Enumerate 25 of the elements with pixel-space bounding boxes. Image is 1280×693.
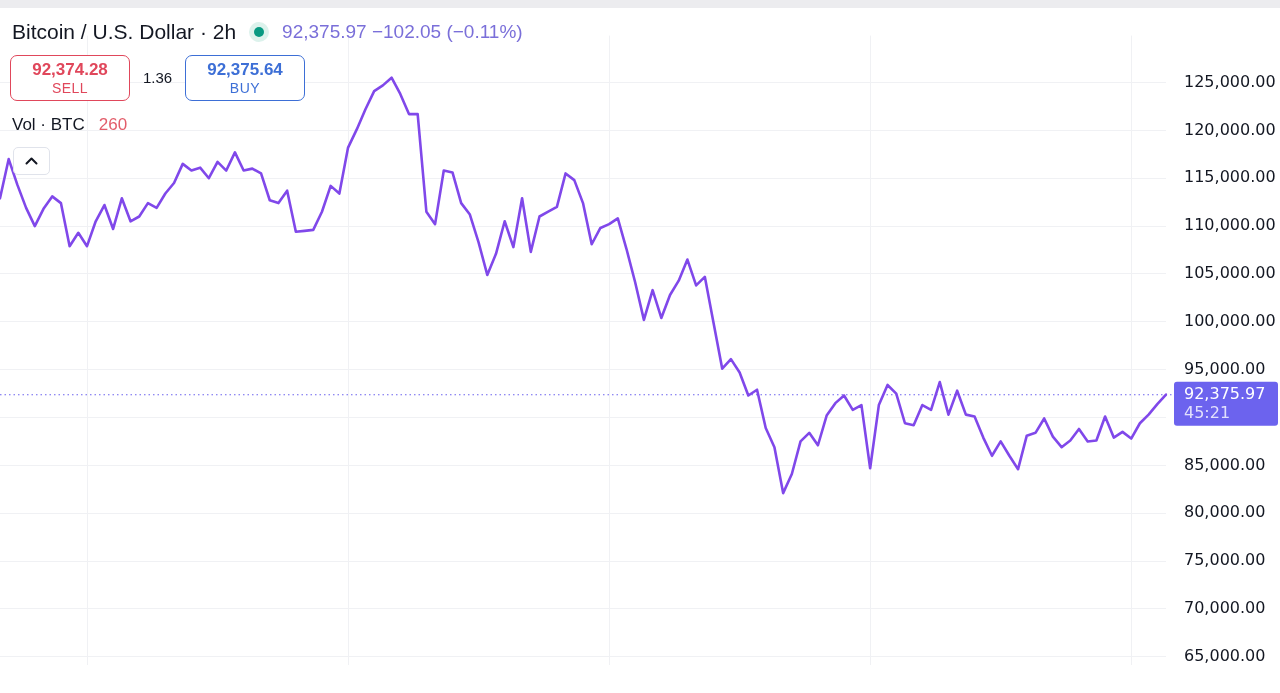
- y-tick-label: 70,000.00: [1184, 598, 1266, 618]
- text: 45:21: [1184, 402, 1231, 422]
- annotation: 92,375.64: [207, 60, 283, 80]
- annotation: SELL: [51, 79, 89, 96]
- chart-subtitle: 92,375.97 −102.05 (−0.11%): [282, 21, 523, 43]
- y-tick-label: 75,000.00: [1184, 550, 1266, 570]
- y-tick-label: 85,000.00: [1184, 454, 1266, 474]
- y-tick-label: 80,000.00: [1184, 502, 1266, 522]
- y-tick-label: 100,000.00: [1184, 310, 1276, 330]
- ref-line-label: 92,375.97: [1184, 383, 1266, 403]
- annotation: Vol · BTC: [12, 115, 85, 135]
- chart-title: Bitcoin / U.S. Dollar · 2h: [12, 20, 237, 44]
- annotation: 92,374.28: [32, 60, 108, 80]
- y-tick-label: 120,000.00: [1184, 119, 1276, 139]
- price-button: 92,375.64 BUY: [185, 55, 305, 101]
- annotation: 260: [98, 115, 128, 135]
- y-tick-label: 115,000.00: [1184, 167, 1276, 187]
- y-tick-label: 105,000.00: [1184, 263, 1276, 283]
- annotation: BUY: [229, 79, 261, 96]
- y-tick-label: 125,000.00: [1184, 71, 1276, 91]
- y-tick-label: 65,000.00: [1184, 645, 1266, 665]
- price-button: 92,374.28 SELL: [10, 55, 130, 101]
- y-tick-label: 95,000.00: [1184, 358, 1266, 378]
- y-tick-label: 110,000.00: [1184, 215, 1276, 235]
- annotation: 1.36: [143, 69, 173, 86]
